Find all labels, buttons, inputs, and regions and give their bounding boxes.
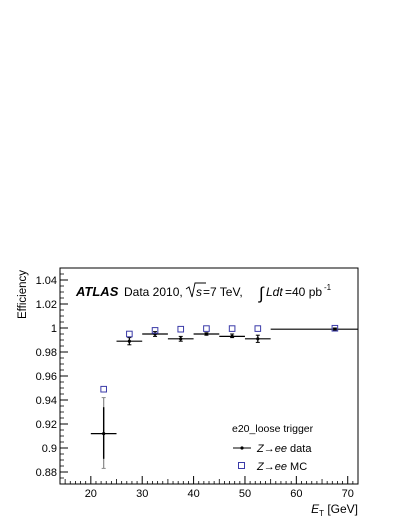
- mc-marker: [151, 327, 159, 334]
- lumi-value: =40 pb: [285, 285, 322, 299]
- annotation: ATLAS Data 2010, s =7 TeV, ∫ Ldt =40 pb …: [75, 282, 332, 303]
- sqrt-sign-icon: [185, 282, 206, 298]
- data-marker: [102, 432, 106, 436]
- mc-marker: [331, 324, 339, 332]
- legend-entry-mc: Z→ee MC: [238, 461, 307, 473]
- x-tick-label: 60: [290, 488, 302, 500]
- dataset-label: Data 2010,: [124, 285, 183, 299]
- data-marker: [127, 339, 131, 343]
- data-marker: [333, 327, 337, 331]
- data-point: [270, 327, 358, 331]
- y-tick-label: 1.02: [36, 299, 57, 311]
- y-tick-label: 1: [51, 323, 57, 335]
- integral-sign-icon: ∫: [258, 284, 265, 303]
- sqrt-s-value: =7 TeV,: [203, 285, 243, 299]
- legend-mc-label: Z→ee MC: [256, 461, 307, 473]
- x-tick-label: 20: [85, 488, 97, 500]
- legend-data-label: Z→ee data: [256, 443, 312, 455]
- data-marker: [256, 337, 260, 341]
- legend-title: e20_loose trigger: [232, 423, 314, 435]
- y-tick-label: 0.98: [36, 347, 57, 359]
- data-point: [167, 335, 194, 342]
- mc-marker: [126, 330, 133, 338]
- x-tick-label: 30: [136, 488, 148, 500]
- y-tick-label: 0.9: [42, 443, 57, 455]
- x-tick-label: 50: [239, 488, 251, 500]
- legend: e20_loose trigger Z→ee data Z→ee MC: [232, 423, 314, 473]
- data-marker: [204, 332, 209, 336]
- mc-marker: [254, 325, 262, 332]
- y-tick-label: 0.94: [36, 395, 57, 407]
- data-point: [90, 397, 117, 469]
- data-marker: [179, 337, 183, 341]
- y-tick-label: 0.92: [36, 419, 57, 431]
- data-point: [116, 337, 143, 346]
- atlas-label: ATLAS: [75, 284, 119, 299]
- sqrt-s-symbol: s: [196, 285, 202, 299]
- y-tick-label: 0.88: [36, 467, 57, 479]
- plot-frame: [59, 267, 359, 485]
- data-point: [219, 333, 245, 339]
- x-axis-title: ET [GeV]: [311, 502, 358, 518]
- data-marker: [230, 334, 234, 338]
- data-point: [244, 334, 271, 343]
- legend-mc-marker: [238, 462, 245, 469]
- y-axis-title: Efficiency: [17, 270, 29, 319]
- legend-entry-data: Z→ee data: [233, 443, 312, 455]
- mc-marker: [228, 325, 236, 332]
- y-tick-label: 1.04: [36, 275, 57, 287]
- x-tick-label: 70: [342, 488, 354, 500]
- legend-data-marker: [240, 446, 244, 450]
- lumi-exponent: -1: [324, 283, 332, 292]
- y-tick-label: 0.96: [36, 371, 57, 383]
- x-tick-label: 40: [187, 488, 199, 500]
- mc-marker: [100, 385, 107, 393]
- mc-marker: [177, 325, 185, 333]
- lumi-prefix: Ldt: [266, 285, 283, 299]
- data-point: [142, 331, 168, 337]
- mc-marker: [203, 325, 210, 332]
- data-point: [193, 332, 220, 336]
